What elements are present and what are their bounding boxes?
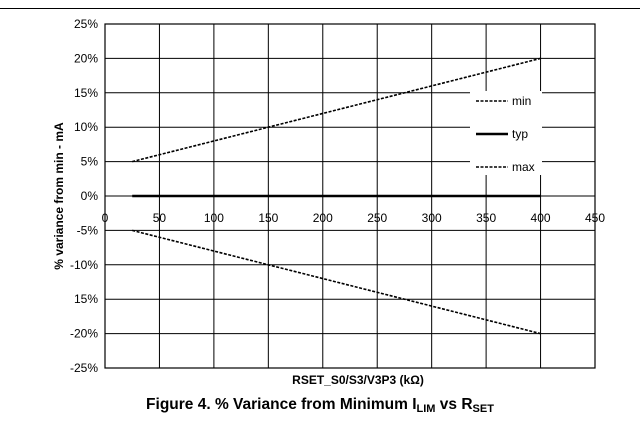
y-tick-label: 15% bbox=[74, 86, 98, 100]
y-tick-label: 5% bbox=[81, 155, 99, 169]
y-tick-label: -25% bbox=[70, 361, 98, 375]
x-tick-label: 450 bbox=[585, 211, 605, 225]
legend-label-typ: typ bbox=[512, 127, 528, 141]
y-tick-label: -20% bbox=[70, 327, 98, 341]
caption-sub-set: SET bbox=[472, 403, 494, 415]
series-max-line bbox=[132, 229, 541, 335]
y-tick-label: -5% bbox=[77, 223, 99, 237]
x-tick-label: 150 bbox=[258, 211, 278, 225]
x-tick-label: 100 bbox=[204, 211, 224, 225]
x-tick-label: 250 bbox=[367, 211, 387, 225]
caption-sub-lim: LIM bbox=[416, 403, 436, 415]
x-tick-label: 350 bbox=[476, 211, 496, 225]
caption-middle: vs R bbox=[435, 396, 473, 413]
x-tick-label: 400 bbox=[531, 211, 551, 225]
y-tick-label: -10% bbox=[70, 258, 98, 272]
y-tick-label: 10% bbox=[74, 120, 98, 134]
legend-label-min: min bbox=[512, 94, 531, 108]
x-tick-label: 200 bbox=[313, 211, 333, 225]
y-tick-label: 15% bbox=[74, 292, 98, 306]
figure-caption: Figure 4. % Variance from Minimum ILIM v… bbox=[0, 396, 640, 415]
x-axis-title: RSET_S0/S3/V3P3 (kΩ) bbox=[292, 373, 424, 387]
legend: min typ max bbox=[470, 91, 542, 175]
y-tick-labels: 25% 20% 15% 10% 5% 0% -5% -10% 15% -20% -25% bbox=[70, 17, 98, 375]
y-axis-title: % variance from min - mA bbox=[52, 122, 66, 270]
y-tick-label: 20% bbox=[74, 51, 98, 65]
legend-label-max: max bbox=[512, 160, 535, 174]
y-tick-label: 25% bbox=[74, 17, 98, 31]
caption-prefix: Figure 4. % Variance from Minimum I bbox=[146, 396, 417, 413]
y-tick-label: 0% bbox=[81, 189, 99, 203]
x-tick-label: 0 bbox=[102, 211, 109, 225]
x-tick-label: 300 bbox=[422, 211, 442, 225]
x-tick-label: 50 bbox=[153, 211, 167, 225]
x-tick-labels: 0 50 100 150 200 250 300 350 400 450 bbox=[102, 211, 606, 225]
series-min-line bbox=[132, 57, 541, 163]
series-lines bbox=[132, 57, 541, 335]
